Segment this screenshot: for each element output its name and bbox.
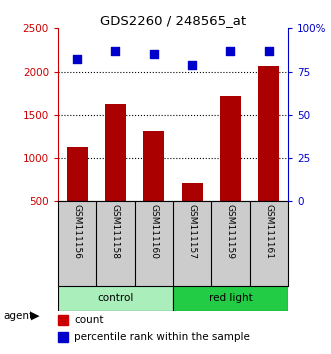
Bar (182, 183, 203, 245)
Bar (173, 286, 288, 311)
Bar (143, 131, 164, 245)
Point (74, 57, 80, 62)
Text: count: count (74, 315, 104, 325)
Point (228, 48, 233, 53)
Bar (220, 96, 241, 245)
Point (266, 48, 271, 53)
Text: red light: red light (209, 293, 252, 303)
Text: GSM111157: GSM111157 (188, 204, 197, 259)
Bar (58, 286, 173, 311)
Text: GSM111158: GSM111158 (111, 204, 120, 259)
Text: GSM111156: GSM111156 (72, 204, 82, 259)
Bar (258, 66, 279, 245)
Point (151, 51, 157, 57)
Text: GSM111161: GSM111161 (264, 204, 273, 259)
Text: control: control (97, 293, 134, 303)
Text: GSM111160: GSM111160 (149, 204, 158, 259)
Text: ▶: ▶ (31, 311, 40, 321)
Point (189, 62, 195, 68)
Text: percentile rank within the sample: percentile rank within the sample (74, 332, 250, 342)
Bar (105, 103, 126, 245)
Text: agent: agent (3, 311, 33, 321)
Title: GDS2260 / 248565_at: GDS2260 / 248565_at (100, 14, 246, 27)
Point (113, 48, 118, 53)
Text: GSM111159: GSM111159 (226, 204, 235, 259)
Bar (67, 147, 88, 245)
